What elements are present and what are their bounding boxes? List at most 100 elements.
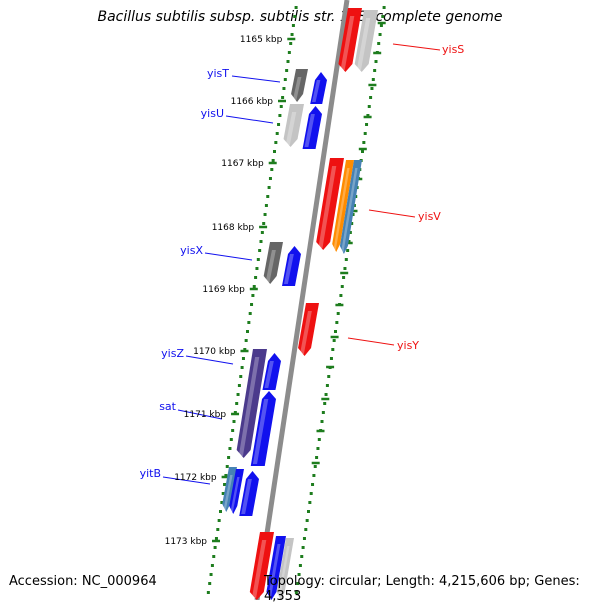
tick-dot [267,186,271,189]
tick-dot [334,330,337,333]
tick-dot [236,393,240,396]
tick-dot [373,69,377,72]
tick-dot [241,357,245,360]
tick-dot [217,519,221,522]
tick-dot [225,465,229,468]
tick-dot [263,213,267,216]
tick-dot [315,456,319,459]
tick-dot [277,123,281,126]
callout-line [177,409,223,420]
right-tick-track [294,6,386,594]
tick-dot [237,384,241,387]
gene-lower-blue [266,536,286,600]
tick-dot [243,348,247,351]
gene-yisZ [262,353,281,390]
gene-label-yisX: yisX [180,244,203,257]
tick-dot [281,96,285,99]
tick-dot [327,375,331,378]
tick-dot [298,564,302,567]
tick-dot [371,78,375,81]
tick-dot [286,60,290,63]
tick-dot [240,366,244,369]
accession-text: Accession: NC_000964 [9,574,157,589]
tick-dot [300,555,304,558]
gene-features [222,8,378,600]
tick-dot [304,528,308,531]
tick-dot [212,555,216,558]
tick-dot [283,78,287,81]
tick-dot [232,420,236,423]
tick-dot [324,393,328,396]
callout-line [162,476,211,485]
gene-label-yitB: yitB [140,467,161,480]
tick-dot [381,15,385,18]
tick-dot [268,177,272,180]
tick-dot [260,231,264,234]
tick-dot [366,114,370,117]
left-tick-track [206,6,298,594]
gene-yitB-steel [222,467,237,512]
gene-yitB-blue [229,469,244,514]
gene-yisT-gray [291,69,308,102]
tick-dot [321,411,325,414]
gene-yisZ-purple [236,349,267,458]
gene-label-sat: sat [159,400,176,413]
tick-dot [274,141,278,144]
kbp-label: 1172 kbp [174,473,217,483]
genome-backbone [254,0,350,600]
tick-dot [312,474,316,477]
gene-label-yisY: yisY [397,339,419,352]
tick-dot [332,339,336,342]
gene-yisT [310,72,327,104]
tick-dot [258,249,262,252]
gene-label-yisU: yisU [201,107,224,120]
gene-yisX-gray [263,242,283,284]
tick-dot [251,294,255,297]
tick-dot [320,420,324,423]
callout-line [225,115,274,124]
tick-dot [344,258,348,261]
tick-dot [282,87,286,90]
tick-dot [293,15,297,18]
tick-dot [221,492,225,495]
callout-line [392,43,441,51]
tick-dot [291,24,295,27]
gene-yisU-gray [283,104,304,147]
tick-dot [296,582,300,585]
tick-dot [250,303,254,306]
tick-dot [316,447,320,450]
tick-dot [347,240,351,243]
map-title: Bacillus subtilis subsp. subtilis str. 1… [97,9,503,25]
tick-dot [248,312,252,315]
tick-dot [301,546,305,549]
tick-dot [271,159,275,162]
kbp-label: 1169 kbp [202,285,245,295]
tick-dot [216,528,220,531]
tick-dot [231,429,235,432]
kbp-label: 1168 kbp [212,223,255,233]
gene-yisU [302,106,322,149]
tick-dot [365,123,369,126]
tick-dot [335,321,339,324]
tick-dot [379,24,383,27]
gene-lower-gray [276,538,294,600]
tick-dot [317,438,321,441]
gene-yisV-blue [339,160,362,254]
callout-line [204,252,253,261]
tick-dot [256,258,260,261]
tick-dot [208,582,212,585]
tick-dot [309,492,313,495]
tick-dot [262,222,266,225]
tick-dot [252,285,256,288]
callout-line [368,209,416,218]
tick-dot [273,150,276,153]
tick-dot [331,348,335,351]
kbp-label: 1165 kbp [240,35,283,45]
kbp-label: 1170 kbp [193,347,236,357]
tick-dot [285,69,289,72]
tick-dot [342,276,346,279]
kbp-label: 1173 kbp [165,537,208,547]
tick-dot [255,267,259,270]
tick-dot [246,330,249,333]
tick-dot [214,537,218,540]
